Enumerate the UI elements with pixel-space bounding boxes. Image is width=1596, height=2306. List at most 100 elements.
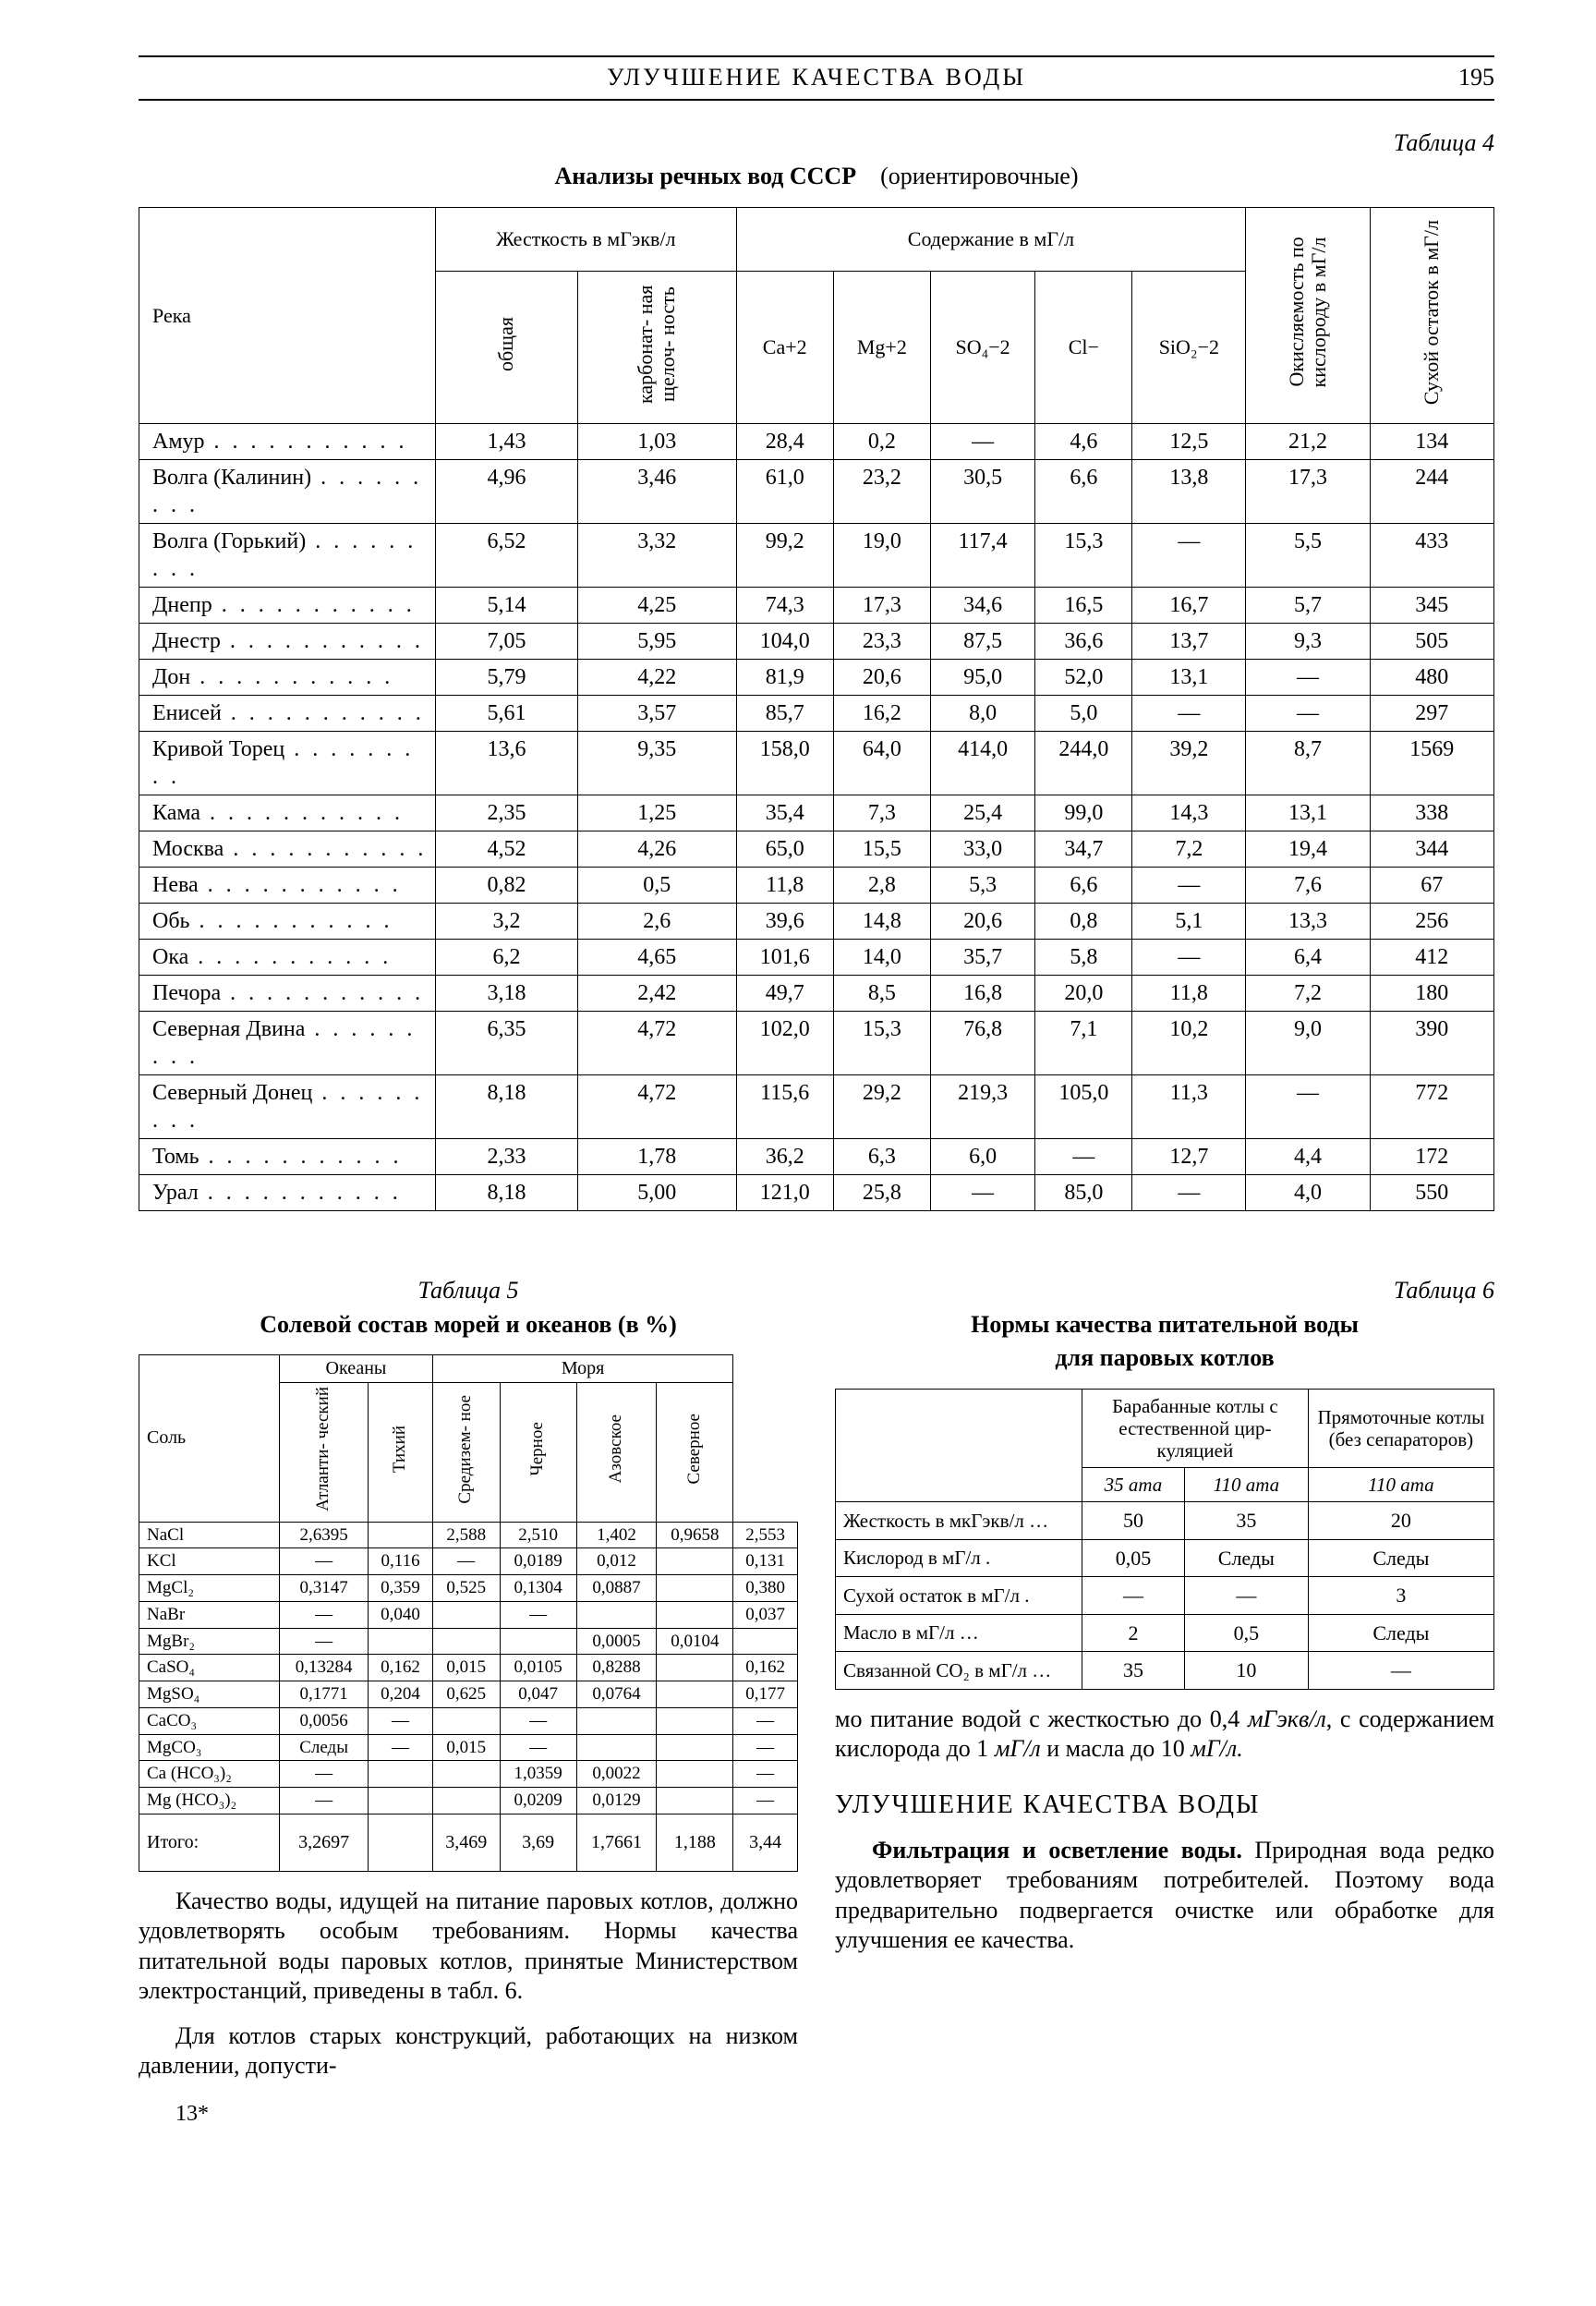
t4-cell: 17,3 (833, 588, 930, 624)
table-row: Дон5,794,2281,920,695,052,013,1—480 (139, 660, 1494, 696)
t5-h-nor: Северное (657, 1383, 733, 1523)
t4-cell: 34,6 (930, 588, 1034, 624)
table-row: Печора3,182,4249,78,516,820,011,87,2180 (139, 976, 1494, 1012)
table6-label: Таблица 6 (835, 1276, 1494, 1306)
table-row: Северный Донец8,184,72115,629,2219,3105,… (139, 1075, 1494, 1139)
t5-total-4: 1,7661 (576, 1814, 657, 1871)
table-row: Кривой Торец13,69,35158,064,0414,0244,03… (139, 732, 1494, 795)
t4-h-hard: Жесткость в мГэкв/л (436, 207, 737, 271)
t4-cell: 5,00 (577, 1175, 736, 1211)
t5-cell: 1,402 (576, 1522, 657, 1548)
t5-salt-cell: NaBr (139, 1601, 280, 1628)
t4-cell: 95,0 (930, 660, 1034, 696)
t4-cell: 87,5 (930, 624, 1034, 660)
t5-cell (657, 1681, 733, 1708)
t4-cell: 6,3 (833, 1139, 930, 1175)
t4-cell: 13,8 (1132, 460, 1246, 524)
t4-cell: 23,2 (833, 460, 930, 524)
table-row: Жесткость в мкГэкв/л …503520 (836, 1502, 1494, 1540)
t4-cell: 2,33 (436, 1139, 578, 1175)
t4-cell: 158,0 (736, 732, 833, 795)
t4-cell: — (930, 1175, 1034, 1211)
t5-cell: 0,0129 (576, 1788, 657, 1814)
t4-cell: 12,7 (1132, 1139, 1246, 1175)
t4-cell: 115,6 (736, 1075, 833, 1139)
t5-cell: 0,0209 (500, 1788, 576, 1814)
t4-river-cell: Днестр (139, 624, 436, 660)
t5-cell: — (500, 1707, 576, 1734)
t4-cell: 15,3 (1035, 524, 1132, 588)
t6-cell: 20 (1308, 1502, 1493, 1540)
t5-h-salt: Соль (139, 1355, 280, 1523)
t5-cell (500, 1628, 576, 1655)
t4-river-cell: Урал (139, 1175, 436, 1211)
t4-cell: 65,0 (736, 831, 833, 868)
t5-salt-cell: KCl (139, 1548, 280, 1575)
table-row: NaCl2,63952,5882,5101,4020,96582,553 (139, 1522, 798, 1548)
table6-caption1: Нормы качества питательной воды (835, 1310, 1494, 1341)
t4-cell: 4,26 (577, 831, 736, 868)
table-row: Волга (Горький)6,523,3299,219,0117,415,3… (139, 524, 1494, 588)
t4-cell: 6,4 (1246, 940, 1370, 976)
t4-cell: 219,3 (930, 1075, 1034, 1139)
t4-cell: 0,2 (833, 424, 930, 460)
table-row: Нева0,820,511,82,85,36,6—7,667 (139, 868, 1494, 904)
table-row: Связанной CO₂ в мГ/л …3510— (836, 1652, 1494, 1690)
t5-cell: — (280, 1601, 369, 1628)
t4-cell: 134 (1370, 424, 1493, 460)
t4-cell: 1,43 (436, 424, 578, 460)
t4-cell: — (1132, 1175, 1246, 1211)
t5-cell (369, 1761, 433, 1788)
t4-h-ox: Окисляемость по кислороду в мГ/л (1246, 207, 1370, 424)
t4-cell: 4,25 (577, 588, 736, 624)
t5-cell: — (280, 1761, 369, 1788)
t4-cell: 7,2 (1246, 976, 1370, 1012)
running-title: УЛУЧШЕНИЕ КАЧЕСТВА ВОДЫ (231, 63, 1402, 93)
t5-total-6: 3,44 (733, 1814, 798, 1871)
t5-cell: 0,0022 (576, 1761, 657, 1788)
t4-cell: 7,05 (436, 624, 578, 660)
t5-cell: — (280, 1788, 369, 1814)
t4-cell: 5,95 (577, 624, 736, 660)
table-row: Днепр5,144,2574,317,334,616,516,75,7345 (139, 588, 1494, 624)
t4-cell: 4,4 (1246, 1139, 1370, 1175)
t5-cell: 0,359 (369, 1575, 433, 1602)
t4-cell: 52,0 (1035, 660, 1132, 696)
t4-cell: 8,18 (436, 1175, 578, 1211)
t5-cell (369, 1522, 433, 1548)
t5-cell (657, 1601, 733, 1628)
table-row: MgCl₂0,31470,3590,5250,13040,08870,380 (139, 1575, 798, 1602)
t5-salt-cell: CaSO₄ (139, 1655, 280, 1681)
t4-cell: — (1246, 696, 1370, 732)
t6-cell: — (1308, 1652, 1493, 1690)
t5-cell: 0,015 (432, 1734, 500, 1761)
t4-cell: 4,72 (577, 1075, 736, 1139)
t4-river-cell: Енисей (139, 696, 436, 732)
pr1-f: мГ/л. (1191, 1735, 1242, 1762)
t5-cell: — (280, 1548, 369, 1575)
table-row: NaBr—0,040—0,037 (139, 1601, 798, 1628)
t4-cell: 344 (1370, 831, 1493, 868)
t4-cell: 35,4 (736, 795, 833, 831)
t4-cell: 412 (1370, 940, 1493, 976)
t4-river-cell: Печора (139, 976, 436, 1012)
t5-cell (432, 1601, 500, 1628)
t5-cell (657, 1788, 733, 1814)
t4-cell: 10,2 (1132, 1012, 1246, 1075)
t4-cell: 6,35 (436, 1012, 578, 1075)
t6-cell: — (1184, 1577, 1308, 1615)
t5-cell: — (733, 1707, 798, 1734)
t5-cell (432, 1628, 500, 1655)
t4-cell: — (1246, 1075, 1370, 1139)
t4-h-ca: Ca+2 (736, 271, 833, 424)
t4-cell: 19,4 (1246, 831, 1370, 868)
t4-river-cell: Северная Двина (139, 1012, 436, 1075)
t4-cell: 4,52 (436, 831, 578, 868)
t4-cell: 390 (1370, 1012, 1493, 1075)
t4-cell: 9,0 (1246, 1012, 1370, 1075)
t4-cell: 8,5 (833, 976, 930, 1012)
t4-river-cell: Нева (139, 868, 436, 904)
t5-cell: 0,0764 (576, 1681, 657, 1708)
table-row: Mg (HCO₃)₂—0,02090,0129— (139, 1788, 798, 1814)
t6-param-cell: Кислород в мГ/л . (836, 1539, 1082, 1577)
